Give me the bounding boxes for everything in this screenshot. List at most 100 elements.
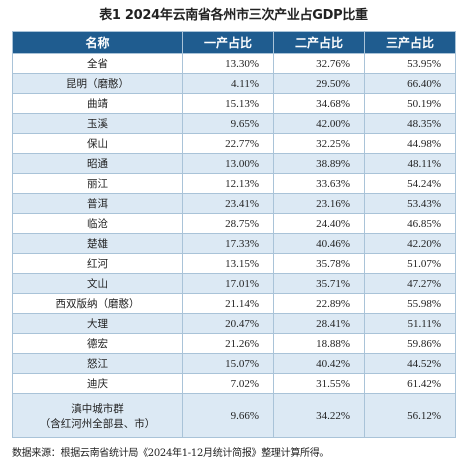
- table-row: 怒江 15.07% 40.42% 44.52%: [12, 353, 456, 374]
- secondary-share-cell: 35.78%: [273, 253, 365, 274]
- tertiary-share-cell: 44.98%: [364, 133, 456, 154]
- gdp-share-table: 名称 一产占比 二产占比 三产占比 全省 13.30% 32.76% 53.95% 昆明…: [12, 31, 456, 438]
- source-note: 数据来源：根据云南省统计局《2024年1-12月统计简报》整理计算所得。: [12, 448, 330, 459]
- region-name-cell: 文山: [12, 273, 183, 294]
- tertiary-share-cell: 61.42%: [364, 373, 456, 394]
- primary-share-cell: 13.00%: [182, 153, 274, 174]
- table-row: 红河 13.15% 35.78% 51.07%: [12, 253, 456, 274]
- secondary-share-cell: 32.25%: [273, 133, 365, 154]
- primary-share-cell: 17.01%: [182, 273, 274, 294]
- secondary-share-cell: 40.46%: [273, 233, 365, 254]
- region-name-cell: 滇中城市群 （含红河州全部县、市）: [12, 393, 183, 438]
- secondary-share-cell: 31.55%: [273, 373, 365, 394]
- tertiary-share-cell: 44.52%: [364, 353, 456, 374]
- region-name-cell: 保山: [12, 133, 183, 154]
- primary-share-cell: 15.07%: [182, 353, 274, 374]
- tertiary-share-cell: 50.19%: [364, 93, 456, 114]
- region-name-cell: 楚雄: [12, 233, 183, 254]
- table-row: 昭通 13.00% 38.89% 48.11%: [12, 153, 456, 174]
- primary-share-cell: 23.41%: [182, 193, 274, 214]
- primary-share-cell: 9.66%: [182, 393, 274, 438]
- region-name-cell: 曲靖: [12, 93, 183, 114]
- region-name-cell: 昭通: [12, 153, 183, 174]
- secondary-share-cell: 34.22%: [273, 393, 365, 438]
- tertiary-share-cell: 42.20%: [364, 233, 456, 254]
- header-name: 名称: [12, 31, 183, 54]
- secondary-share-cell: 32.76%: [273, 53, 365, 74]
- region-name-line2: （含红河州全部县、市）: [39, 417, 156, 430]
- tertiary-share-cell: 55.98%: [364, 293, 456, 314]
- table-row: 玉溪 9.65% 42.00% 48.35%: [12, 113, 456, 134]
- tertiary-share-cell: 48.11%: [364, 153, 456, 174]
- primary-share-cell: 15.13%: [182, 93, 274, 114]
- table-row: 曲靖 15.13% 34.68% 50.19%: [12, 93, 456, 114]
- table-row: 楚雄 17.33% 40.46% 42.20%: [12, 233, 456, 254]
- region-name-cell: 怒江: [12, 353, 183, 374]
- tertiary-share-cell: 53.43%: [364, 193, 456, 214]
- tertiary-share-cell: 46.85%: [364, 213, 456, 234]
- table-row: 保山 22.77% 32.25% 44.98%: [12, 133, 456, 154]
- tertiary-share-cell: 48.35%: [364, 113, 456, 134]
- region-name-cell: 普洱: [12, 193, 183, 214]
- region-name-cell: 玉溪: [12, 113, 183, 134]
- region-name-cell: 大理: [12, 313, 183, 334]
- primary-share-cell: 7.02%: [182, 373, 274, 394]
- table-row: 滇中城市群 （含红河州全部县、市） 9.66% 34.22% 56.12%: [12, 393, 456, 438]
- secondary-share-cell: 28.41%: [273, 313, 365, 334]
- secondary-share-cell: 42.00%: [273, 113, 365, 134]
- tertiary-share-cell: 51.07%: [364, 253, 456, 274]
- secondary-share-cell: 40.42%: [273, 353, 365, 374]
- secondary-share-cell: 22.89%: [273, 293, 365, 314]
- primary-share-cell: 4.11%: [182, 73, 274, 94]
- secondary-share-cell: 34.68%: [273, 93, 365, 114]
- header-tertiary: 三产占比: [364, 31, 456, 54]
- table-row: 西双版纳（磨憨） 21.14% 22.89% 55.98%: [12, 293, 456, 314]
- primary-share-cell: 20.47%: [182, 313, 274, 334]
- tertiary-share-cell: 53.95%: [364, 53, 456, 74]
- tertiary-share-cell: 56.12%: [364, 393, 456, 438]
- secondary-share-cell: 24.40%: [273, 213, 365, 234]
- table-row: 昆明（磨憨） 4.11% 29.50% 66.40%: [12, 73, 456, 94]
- table-row: 德宏 21.26% 18.88% 59.86%: [12, 333, 456, 354]
- tertiary-share-cell: 54.24%: [364, 173, 456, 194]
- secondary-share-cell: 38.89%: [273, 153, 365, 174]
- secondary-share-cell: 23.16%: [273, 193, 365, 214]
- primary-share-cell: 21.14%: [182, 293, 274, 314]
- secondary-share-cell: 33.63%: [273, 173, 365, 194]
- region-name-cell: 西双版纳（磨憨）: [12, 293, 183, 314]
- primary-share-cell: 17.33%: [182, 233, 274, 254]
- table-row: 迪庆 7.02% 31.55% 61.42%: [12, 373, 456, 394]
- region-name-line1: 滇中城市群: [71, 402, 124, 415]
- region-name-cell: 全省: [12, 53, 183, 74]
- primary-share-cell: 28.75%: [182, 213, 274, 234]
- tertiary-share-cell: 66.40%: [364, 73, 456, 94]
- region-name-cell: 丽江: [12, 173, 183, 194]
- primary-share-cell: 9.65%: [182, 113, 274, 134]
- region-name-cell: 德宏: [12, 333, 183, 354]
- tertiary-share-cell: 51.11%: [364, 313, 456, 334]
- header-row: 名称 一产占比 二产占比 三产占比: [12, 31, 456, 54]
- secondary-share-cell: 35.71%: [273, 273, 365, 294]
- region-name-cell: 迪庆: [12, 373, 183, 394]
- secondary-share-cell: 29.50%: [273, 73, 365, 94]
- table-row: 临沧 28.75% 24.40% 46.85%: [12, 213, 456, 234]
- table-body: 全省 13.30% 32.76% 53.95% 昆明（磨憨） 4.11% 29.50% 66.…: [12, 53, 456, 438]
- primary-share-cell: 13.15%: [182, 253, 274, 274]
- primary-share-cell: 12.13%: [182, 173, 274, 194]
- table-row: 全省 13.30% 32.76% 53.95%: [12, 53, 456, 74]
- secondary-share-cell: 18.88%: [273, 333, 365, 354]
- table-row: 文山 17.01% 35.71% 47.27%: [12, 273, 456, 294]
- table-row: 普洱 23.41% 23.16% 53.43%: [12, 193, 456, 214]
- tertiary-share-cell: 47.27%: [364, 273, 456, 294]
- primary-share-cell: 22.77%: [182, 133, 274, 154]
- header-secondary: 二产占比: [273, 31, 365, 54]
- primary-share-cell: 21.26%: [182, 333, 274, 354]
- primary-share-cell: 13.30%: [182, 53, 274, 74]
- table-title: 表1 2024年云南省各州市三次产业占GDP比重: [99, 8, 368, 23]
- region-name-cell: 昆明（磨憨）: [12, 73, 183, 94]
- table-row: 丽江 12.13% 33.63% 54.24%: [12, 173, 456, 194]
- tertiary-share-cell: 59.86%: [364, 333, 456, 354]
- header-primary: 一产占比: [182, 31, 274, 54]
- region-name-cell: 临沧: [12, 213, 183, 234]
- table-row: 大理 20.47% 28.41% 51.11%: [12, 313, 456, 334]
